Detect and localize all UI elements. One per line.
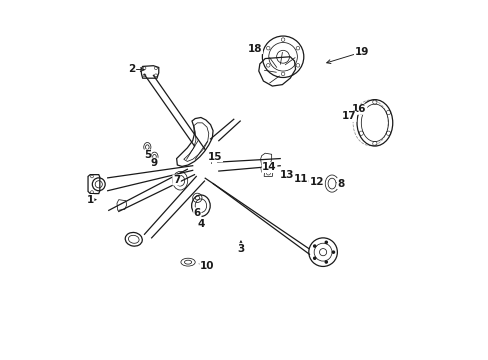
Text: 4: 4 — [197, 219, 204, 229]
Text: 11: 11 — [293, 174, 307, 184]
Text: 17: 17 — [341, 111, 355, 121]
Text: 19: 19 — [354, 47, 368, 57]
Text: 5: 5 — [143, 150, 151, 160]
Text: 13: 13 — [280, 170, 294, 180]
Circle shape — [324, 240, 327, 244]
Text: 18: 18 — [247, 44, 262, 54]
Text: 6: 6 — [193, 208, 201, 218]
Text: 12: 12 — [309, 177, 323, 187]
Text: 1: 1 — [86, 195, 94, 204]
Text: 8: 8 — [337, 179, 344, 189]
Circle shape — [312, 244, 316, 248]
Text: 10: 10 — [199, 261, 214, 271]
Text: 15: 15 — [207, 152, 222, 162]
Text: 7: 7 — [173, 175, 180, 185]
Circle shape — [331, 250, 335, 254]
Text: 3: 3 — [237, 244, 244, 253]
Circle shape — [324, 260, 327, 264]
Circle shape — [312, 256, 316, 260]
Text: 14: 14 — [262, 162, 276, 172]
Text: 16: 16 — [351, 104, 366, 114]
Text: 2: 2 — [128, 64, 135, 74]
Text: 9: 9 — [151, 158, 158, 168]
